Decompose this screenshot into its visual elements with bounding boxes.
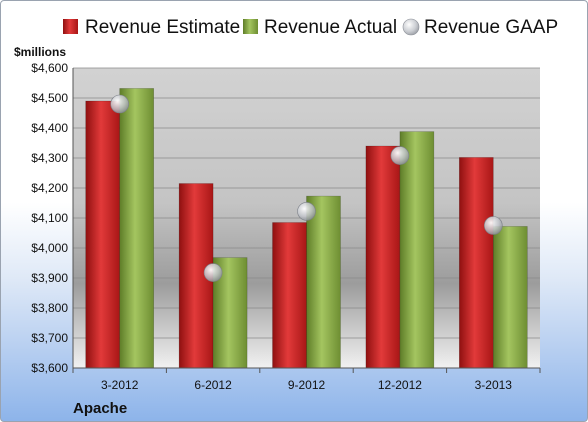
legend-label-estimate: Revenue Estimate: [85, 17, 240, 38]
y-tick-label: $3,800: [31, 301, 68, 315]
y-axis-ticks: $3,600 $3,700 $3,800 $3,900 $4,000 $4,100 $4,2…: [31, 61, 68, 375]
x-tick-label: 12-2012: [378, 378, 422, 392]
marker-revenue-gaap: [297, 202, 316, 221]
y-tick-label: $4,100: [31, 211, 68, 225]
y-tick-label: $3,600: [31, 361, 68, 375]
x-tick-label: 3-2013: [475, 378, 513, 392]
y-tick-label: $4,500: [31, 91, 68, 105]
y-axis-unit-label: $millions: [14, 45, 66, 59]
y-tick-label: $4,000: [31, 241, 68, 255]
bar-revenue-estimate: [458, 157, 494, 369]
marker-revenue-gaap: [483, 216, 503, 235]
marker-revenue-gaap: [110, 94, 129, 114]
bars: [85, 88, 528, 369]
x-axis-ticks: 3-2012 6-2012 9-2012 12-2012 3-2013: [72, 368, 541, 392]
y-tick-label: $4,600: [31, 61, 68, 75]
marker-revenue-gaap: [390, 146, 410, 165]
x-tick-label: 6-2012: [194, 378, 232, 392]
bar-revenue-estimate: [365, 145, 401, 369]
bar-revenue-actual: [306, 195, 341, 369]
bar-revenue-actual: [399, 131, 435, 369]
legend: Revenue Estimate Revenue Actual Revenue …: [63, 17, 558, 38]
legend-label-actual: Revenue Actual: [264, 17, 397, 38]
legend-swatch-estimate: [63, 19, 78, 34]
legend-label-gaap: Revenue GAAP: [424, 17, 558, 38]
y-tick-label: $4,300: [31, 151, 68, 165]
x-tick-label: 9-2012: [288, 378, 326, 392]
legend-swatch-actual: [243, 19, 258, 34]
bar-revenue-estimate: [272, 222, 307, 369]
gaap-markers: [110, 94, 503, 282]
x-tick-label: 3-2012: [101, 378, 139, 392]
y-tick-label: $3,700: [31, 331, 68, 345]
company-label: Apache: [73, 400, 127, 417]
bar-revenue-actual: [492, 226, 528, 369]
legend-swatch-gaap: [402, 18, 420, 36]
y-tick-label: $3,900: [31, 271, 68, 285]
marker-revenue-gaap: [203, 263, 223, 282]
bar-revenue-actual: [119, 88, 154, 369]
y-tick-label: $4,200: [31, 181, 68, 195]
y-tick-label: $4,400: [31, 121, 68, 135]
bar-revenue-estimate: [85, 100, 120, 369]
